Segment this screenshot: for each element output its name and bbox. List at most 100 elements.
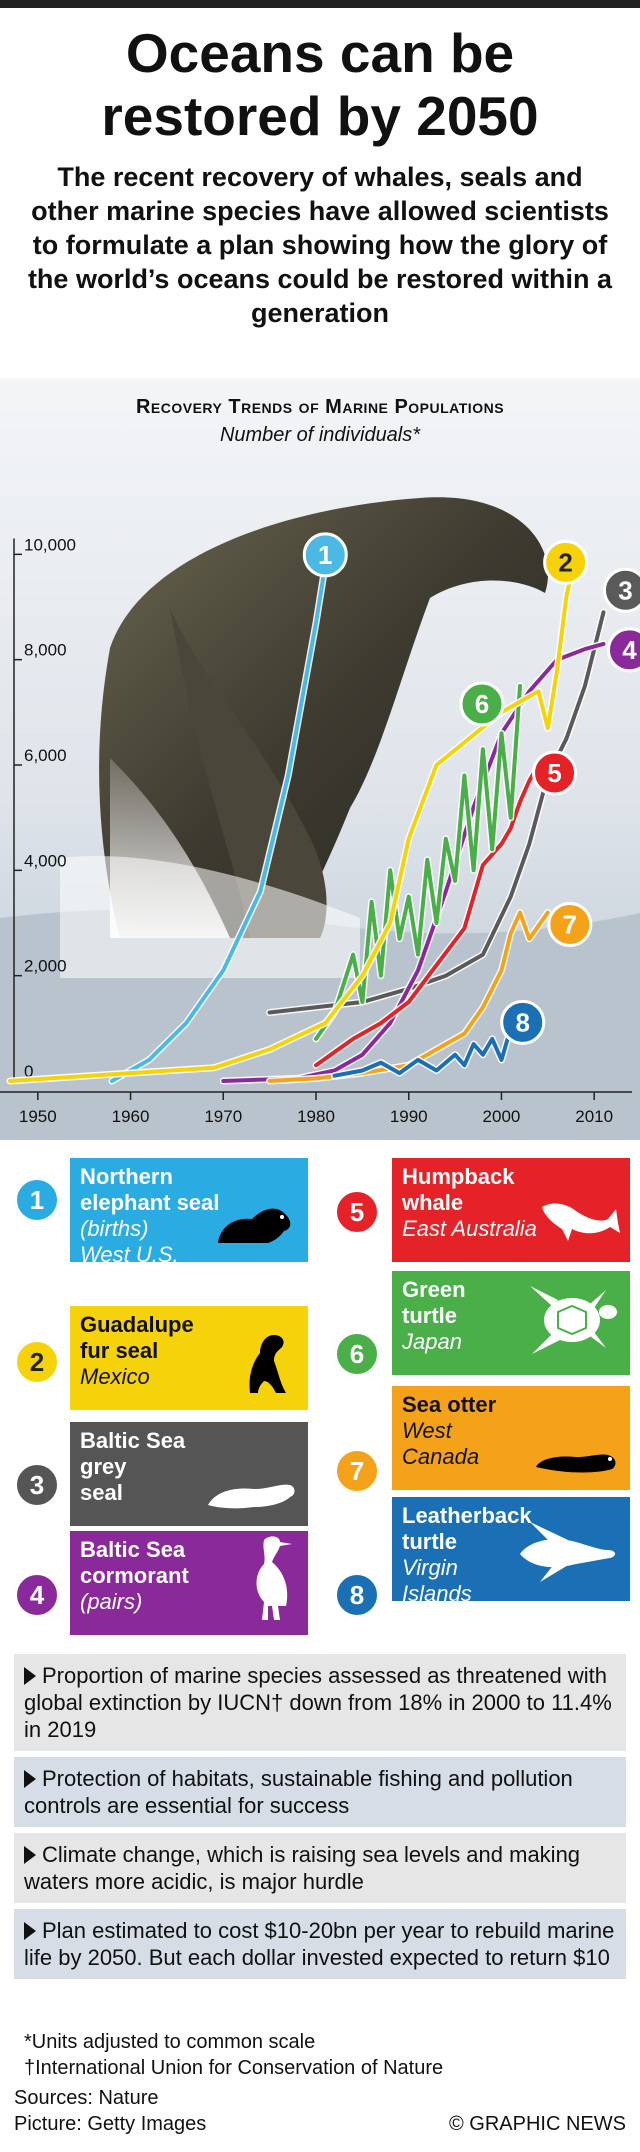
chart-series-badges: 1 3 4 7 8 5 6 2 xyxy=(302,532,640,1045)
series-2-badge xyxy=(543,539,589,585)
fact-item: Proportion of marine species assessed as… xyxy=(14,1654,626,1751)
series-2-line xyxy=(8,552,578,1083)
legend-number-badge: 2 xyxy=(14,1339,60,1385)
legend-location: Japan xyxy=(402,1329,462,1354)
legend-location: Mexico xyxy=(80,1364,150,1389)
bullet-arrow-icon xyxy=(24,1770,36,1788)
fact-text: Proportion of marine species assessed as… xyxy=(24,1663,612,1742)
legend-location: Virgin Islands xyxy=(402,1555,472,1606)
facts-list: Proportion of marine species assessed as… xyxy=(14,1654,626,1985)
y-tick-label: 6,000 xyxy=(24,746,67,765)
x-tick-label: 1960 xyxy=(112,1107,150,1126)
legend-species-name: Baltic Sea cormorant xyxy=(80,1537,189,1588)
fact-item: Protection of habitats, sustainable fish… xyxy=(14,1757,626,1827)
series-1-badge-label: 1 xyxy=(318,540,332,570)
legend-number-badge: 5 xyxy=(334,1189,380,1235)
chart-series xyxy=(6,550,607,1085)
fact-item: Climate change, which is raising sea lev… xyxy=(14,1833,626,1903)
series-1-badge xyxy=(302,532,348,578)
legend-number-badge: 6 xyxy=(334,1331,380,1377)
fur-seal-icon xyxy=(230,1327,300,1402)
legend-number-badge: 3 xyxy=(14,1462,60,1508)
recovery-chart: 0 2,000 4,000 6,000 8,000 10,000 1950 1960 1970 1… xyxy=(0,378,640,1140)
legend-location: West Canada xyxy=(402,1418,480,1469)
legend-species-name: Baltic Sea grey seal xyxy=(80,1428,186,1505)
legend-box: Leatherback turtle Virgin Islands xyxy=(392,1497,630,1606)
series-5-line xyxy=(314,763,541,1068)
x-tick-label: 1990 xyxy=(390,1107,428,1126)
legend-box: Baltic Sea grey seal xyxy=(70,1422,308,1526)
x-tick-label: 2010 xyxy=(575,1107,613,1126)
series-6-badge xyxy=(459,681,505,727)
legend-box: Sea otter West Canada xyxy=(392,1386,630,1490)
legend-box: Guadalupe fur seal Mexico xyxy=(70,1306,308,1410)
bullet-arrow-icon xyxy=(24,1667,36,1685)
series-8-line xyxy=(332,1026,513,1078)
legend-species-name: Northern elephant seal xyxy=(80,1164,220,1215)
series-3-badge-label: 3 xyxy=(618,575,632,605)
legend-number-badge: 8 xyxy=(334,1572,380,1618)
sources: Sources: Nature xyxy=(14,2087,159,2109)
legend-species-name: Sea otter xyxy=(402,1392,497,1417)
chart-title: Recovery Trends of Marine Populations xyxy=(135,396,505,418)
legend-note: (births) xyxy=(80,1216,149,1241)
fact-item: Plan estimated to cost $10-20bn per year… xyxy=(14,1909,626,1979)
x-tick-label: 2000 xyxy=(483,1107,521,1126)
legend-box: Humpback whale East Australia xyxy=(392,1158,630,1262)
chart-axes: 0 2,000 4,000 6,000 8,000 10,000 1950 1960 1970 1… xyxy=(0,535,632,1126)
legend-species-name: Leatherback turtle xyxy=(402,1503,532,1554)
series-1-line xyxy=(110,562,328,1083)
y-tick-label: 10,000 xyxy=(24,535,76,554)
series-2-badge-label: 2 xyxy=(558,547,572,577)
page-title: Oceans can be restored by 2050 xyxy=(0,22,640,148)
title-line-2: restored by 2050 xyxy=(101,85,539,147)
sea-otter-icon xyxy=(530,1437,622,1482)
chart-subtitle: Number of individuals* xyxy=(219,424,421,446)
picture-credit: Picture: Getty Images xyxy=(14,2113,207,2135)
y-tick-label: 2,000 xyxy=(24,957,67,976)
y-tick-label: 0 xyxy=(24,1062,33,1081)
page-subtitle: The recent recovery of whales, seals and… xyxy=(27,162,613,328)
legend-species-name: Guadalupe fur seal xyxy=(80,1312,194,1363)
x-tick-label: 1980 xyxy=(297,1107,335,1126)
series-8-badge xyxy=(500,999,546,1045)
bullet-arrow-icon xyxy=(24,1846,36,1864)
whale-icon xyxy=(538,1189,622,1254)
y-tick-label: 8,000 xyxy=(24,641,67,660)
legend-species-name: Green turtle xyxy=(402,1277,466,1328)
legend-number-badge: 1 xyxy=(14,1177,60,1223)
series-4-badge xyxy=(606,627,640,673)
cormorant-icon xyxy=(240,1530,300,1627)
x-tick-label: 1970 xyxy=(204,1107,242,1126)
y-tick-label: 4,000 xyxy=(24,851,67,870)
series-5-badge-label: 5 xyxy=(547,758,561,788)
series-7-badge xyxy=(547,901,593,947)
series-3-badge xyxy=(602,567,640,613)
legend-box: Baltic Sea cormorant (pairs) xyxy=(70,1531,308,1635)
green-turtle-icon xyxy=(522,1278,622,1367)
legend-number-badge: 7 xyxy=(334,1448,380,1494)
series-7-badge-label: 7 xyxy=(563,909,577,939)
title-line-1: Oceans can be xyxy=(125,22,515,84)
series-5-badge xyxy=(532,750,578,796)
legend-species-name: Humpback whale xyxy=(402,1164,515,1215)
fact-text: Climate change, which is raising sea lev… xyxy=(24,1842,581,1894)
top-bar xyxy=(0,0,640,8)
footnote-iucn: †International Union for Conservation of… xyxy=(24,2057,444,2079)
series-4-badge-label: 4 xyxy=(622,635,637,665)
series-6-badge-label: 6 xyxy=(475,689,489,719)
legend-note: (pairs) xyxy=(80,1589,143,1614)
fact-text: Protection of habitats, sustainable fish… xyxy=(24,1766,573,1818)
legend-location: West U.S. xyxy=(80,1242,179,1267)
x-tick-label: 1950 xyxy=(19,1107,57,1126)
grey-seal-icon xyxy=(204,1473,300,1518)
legend-location: East Australia xyxy=(402,1216,537,1241)
fact-text: Plan estimated to cost $10-20bn per year… xyxy=(24,1918,615,1970)
bullet-arrow-icon xyxy=(24,1922,36,1940)
series-3-line xyxy=(267,610,606,1015)
graphic-news-credit: © GRAPHIC NEWS xyxy=(449,2113,626,2135)
elephant-seal-icon xyxy=(212,1197,300,1254)
legend-box: Northern elephant seal (births) West U.S. xyxy=(70,1158,308,1267)
series-8-badge-label: 8 xyxy=(515,1007,529,1037)
leatherback-turtle-icon xyxy=(510,1516,622,1593)
